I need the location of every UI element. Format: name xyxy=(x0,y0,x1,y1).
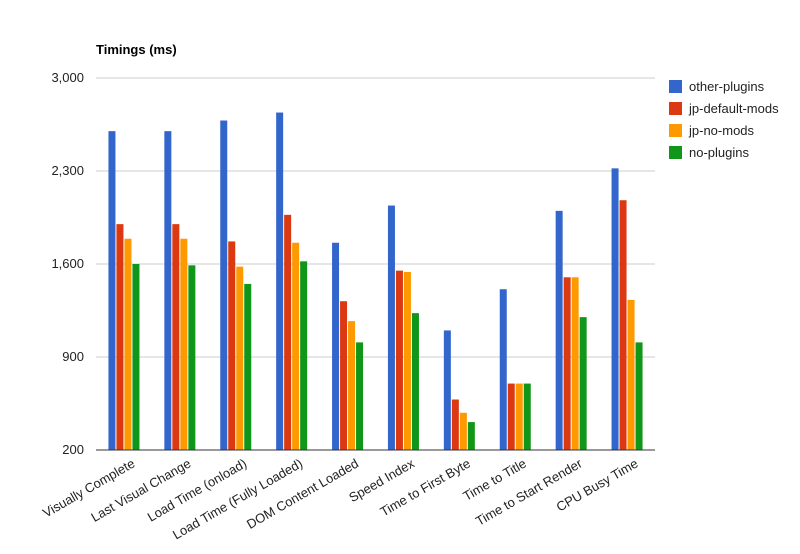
bar-jp-no-mods[interactable] xyxy=(627,299,635,450)
bar-jp-no-mods[interactable] xyxy=(459,412,467,450)
bar-other-plugins[interactable] xyxy=(276,112,284,451)
x-category-label: Last Visual Change xyxy=(88,456,193,525)
legend-label: jp-no-mods xyxy=(688,123,755,138)
bar-no-plugins[interactable] xyxy=(132,264,140,450)
bar-no-plugins[interactable] xyxy=(467,422,475,450)
bar-no-plugins[interactable] xyxy=(188,265,196,450)
bar-jp-no-mods[interactable] xyxy=(515,383,523,450)
y-tick-label: 3,000 xyxy=(51,70,84,85)
bar-no-plugins[interactable] xyxy=(356,342,364,450)
bar-jp-no-mods[interactable] xyxy=(236,266,244,450)
bar-jp-default-mods[interactable] xyxy=(395,270,403,450)
bar-no-plugins[interactable] xyxy=(244,283,252,450)
y-tick-label: 1,600 xyxy=(51,256,84,271)
legend-label: other-plugins xyxy=(689,79,765,94)
legend-swatch xyxy=(669,124,682,137)
bar-jp-default-mods[interactable] xyxy=(284,214,292,450)
bar-other-plugins[interactable] xyxy=(387,205,395,450)
legend-swatch xyxy=(669,102,682,115)
legend[interactable]: other-plugins jp-default-mods jp-no-mods no… xyxy=(669,79,779,160)
y-axis-ticks: 200 900 1,600 2,300 3,000 xyxy=(51,70,84,457)
bar-jp-no-mods[interactable] xyxy=(571,277,579,450)
bar-jp-default-mods[interactable] xyxy=(507,383,515,450)
bar-other-plugins[interactable] xyxy=(332,242,340,450)
bar-jp-default-mods[interactable] xyxy=(340,301,348,450)
bar-jp-default-mods[interactable] xyxy=(619,200,627,450)
legend-label: no-plugins xyxy=(689,145,749,160)
legend-item-other-plugins[interactable]: other-plugins xyxy=(669,79,765,94)
bar-jp-default-mods[interactable] xyxy=(451,399,459,450)
bar-no-plugins[interactable] xyxy=(635,342,643,450)
bar-jp-no-mods[interactable] xyxy=(348,321,356,450)
bar-no-plugins[interactable] xyxy=(300,261,308,450)
bar-other-plugins[interactable] xyxy=(555,210,563,450)
bar-jp-default-mods[interactable] xyxy=(228,241,236,450)
bar-jp-no-mods[interactable] xyxy=(124,238,132,450)
bar-no-plugins[interactable] xyxy=(523,383,531,450)
bar-other-plugins[interactable] xyxy=(611,168,619,451)
gridlines xyxy=(96,77,655,451)
chart-title: Timings (ms) xyxy=(96,42,177,57)
legend-item-jp-no-mods[interactable]: jp-no-mods xyxy=(669,123,755,138)
y-tick-label: 900 xyxy=(62,349,84,364)
bar-other-plugins[interactable] xyxy=(164,131,172,450)
bar-jp-no-mods[interactable] xyxy=(403,271,411,450)
legend-item-no-plugins[interactable]: no-plugins xyxy=(669,145,749,160)
bar-jp-default-mods[interactable] xyxy=(172,224,180,450)
bar-other-plugins[interactable] xyxy=(499,289,507,450)
bar-other-plugins[interactable] xyxy=(443,330,451,450)
legend-swatch xyxy=(669,146,682,159)
bar-jp-default-mods[interactable] xyxy=(116,224,124,450)
bar-jp-default-mods[interactable] xyxy=(563,277,571,450)
y-tick-label: 2,300 xyxy=(51,163,84,178)
bar-other-plugins[interactable] xyxy=(220,120,228,450)
legend-item-jp-default-mods[interactable]: jp-default-mods xyxy=(669,101,779,116)
bar-jp-no-mods[interactable] xyxy=(292,242,300,450)
bars xyxy=(108,112,643,451)
legend-label: jp-default-mods xyxy=(688,101,779,116)
bar-no-plugins[interactable] xyxy=(579,317,587,450)
bar-no-plugins[interactable] xyxy=(411,313,419,450)
bar-other-plugins[interactable] xyxy=(108,131,116,450)
y-tick-label: 200 xyxy=(62,442,84,457)
bar-jp-no-mods[interactable] xyxy=(180,238,188,450)
legend-swatch xyxy=(669,80,682,93)
